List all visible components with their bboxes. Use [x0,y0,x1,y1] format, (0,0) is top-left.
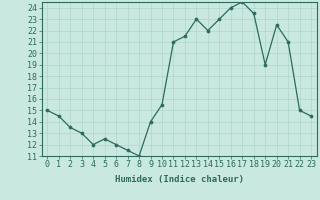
X-axis label: Humidex (Indice chaleur): Humidex (Indice chaleur) [115,175,244,184]
